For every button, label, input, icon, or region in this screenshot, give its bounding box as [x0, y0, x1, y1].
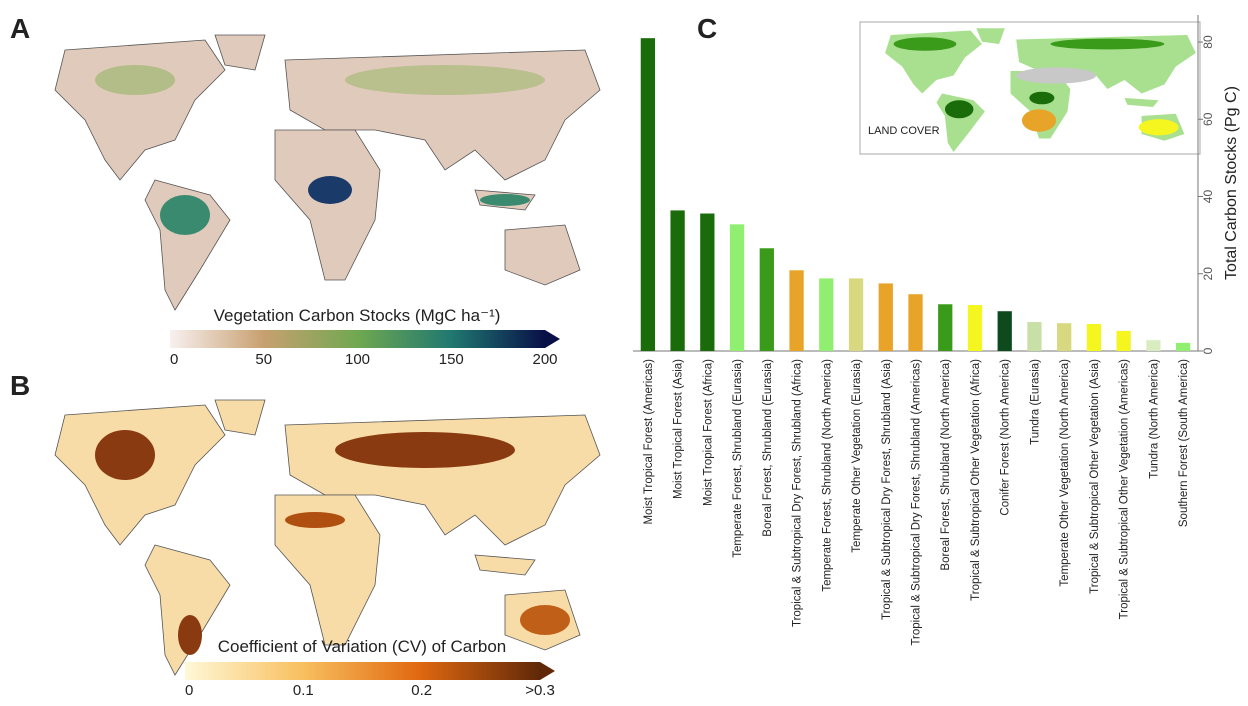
x-tick-label: Temperate Other Vegetation (North Americ… [1059, 359, 1071, 587]
x-tick-label: Moist Tropical Forest (Africa) [702, 359, 714, 506]
colorbar-extend [545, 330, 560, 348]
x-tick-label: Tundra (North America) [1148, 359, 1160, 479]
bar [849, 278, 863, 351]
x-tick-label: Tropical & Subtropical Dry Forest, Shrub… [792, 359, 804, 627]
colorbar-tick-label: 0 [185, 682, 193, 699]
y-tick-label: 0 [1201, 347, 1215, 354]
colorbar-tick-label: >0.3 [525, 682, 555, 699]
page: {"panels": { "a": {"label": "A", "colorb… [0, 0, 1248, 706]
colorbar-extend [540, 662, 555, 680]
bar [789, 270, 803, 351]
colorbar-tick-label: 0 [170, 351, 178, 368]
bar [968, 305, 982, 351]
panel-label: C [697, 13, 717, 44]
panel-label: B [10, 370, 30, 401]
inset-label: LAND COVER [868, 125, 940, 137]
x-tick-label: Tropical & Subtropical Other Vegetation … [1119, 359, 1131, 620]
bar [938, 304, 952, 351]
y-tick-label: 60 [1201, 112, 1215, 126]
x-tick-label: Tropical & Subtropical Other Vegetation … [1089, 359, 1101, 594]
colorbar-tick-label: 100 [345, 351, 370, 368]
x-tick-label: Temperate Forest, Shrubland (North Ameri… [821, 359, 833, 592]
bar [700, 214, 714, 351]
colorbar-tick-label: 50 [255, 351, 272, 368]
colorbar [185, 662, 540, 680]
x-tick-label: Boreal Forest, Shrubland (North America) [940, 359, 952, 571]
x-tick-label: Conifer Forest (North America) [1000, 359, 1012, 516]
bar [760, 248, 774, 351]
x-tick-label: Temperate Other Vegetation (Eurasia) [851, 359, 863, 553]
bar [908, 294, 922, 351]
bar [1176, 343, 1190, 351]
bar [819, 278, 833, 351]
colorbar-title: Coefficient of Variation (CV) of Carbon [218, 637, 507, 656]
bar [670, 210, 684, 351]
colorbar-tick-label: 200 [532, 351, 557, 368]
bar [1146, 340, 1160, 351]
bar [1087, 324, 1101, 351]
x-tick-label: Tropical & Subtropical Other Vegetation … [970, 359, 982, 601]
bar [730, 224, 744, 351]
x-tick-label: Moist Tropical Forest (Americas) [643, 359, 655, 525]
colorbar-tick-label: 0.2 [411, 682, 432, 699]
y-tick-label: 40 [1201, 190, 1215, 204]
y-tick-label: 20 [1201, 267, 1215, 281]
bar [1057, 323, 1071, 351]
y-tick-label: 80 [1201, 35, 1215, 49]
bar [879, 283, 893, 351]
figure: A B C Vegetation Carbon Stocks (MgC ha⁻¹… [0, 0, 1248, 701]
colorbar-tick-label: 150 [439, 351, 464, 368]
map-a [55, 35, 600, 310]
map-b [55, 400, 600, 675]
x-tick-label: Tundra (Eurasia) [1029, 359, 1041, 445]
x-tick-label: Southern Forest (South America) [1178, 359, 1190, 527]
panel-label: A [10, 13, 30, 44]
x-tick-label: Temperate Forest, Shrubland (Eurasia) [732, 359, 744, 558]
x-tick-label: Moist Tropical Forest (Asia) [673, 359, 685, 499]
x-tick-label: Tropical & Subtropical Dry Forest, Shrub… [881, 359, 893, 620]
x-tick-label: Tropical & Subtropical Dry Forest, Shrub… [911, 359, 923, 646]
colorbar-tick-label: 0.1 [293, 682, 314, 699]
colorbar-title: Vegetation Carbon Stocks (MgC ha⁻¹) [214, 306, 501, 325]
x-tick-label: Boreal Forest, Shrubland (Eurasia) [762, 359, 774, 537]
bar [998, 311, 1012, 351]
bar [1117, 331, 1131, 351]
bar [641, 38, 655, 351]
bar [1027, 322, 1041, 351]
y-axis-label: Total Carbon Stocks (Pg C) [1223, 86, 1240, 280]
colorbar [170, 330, 545, 348]
